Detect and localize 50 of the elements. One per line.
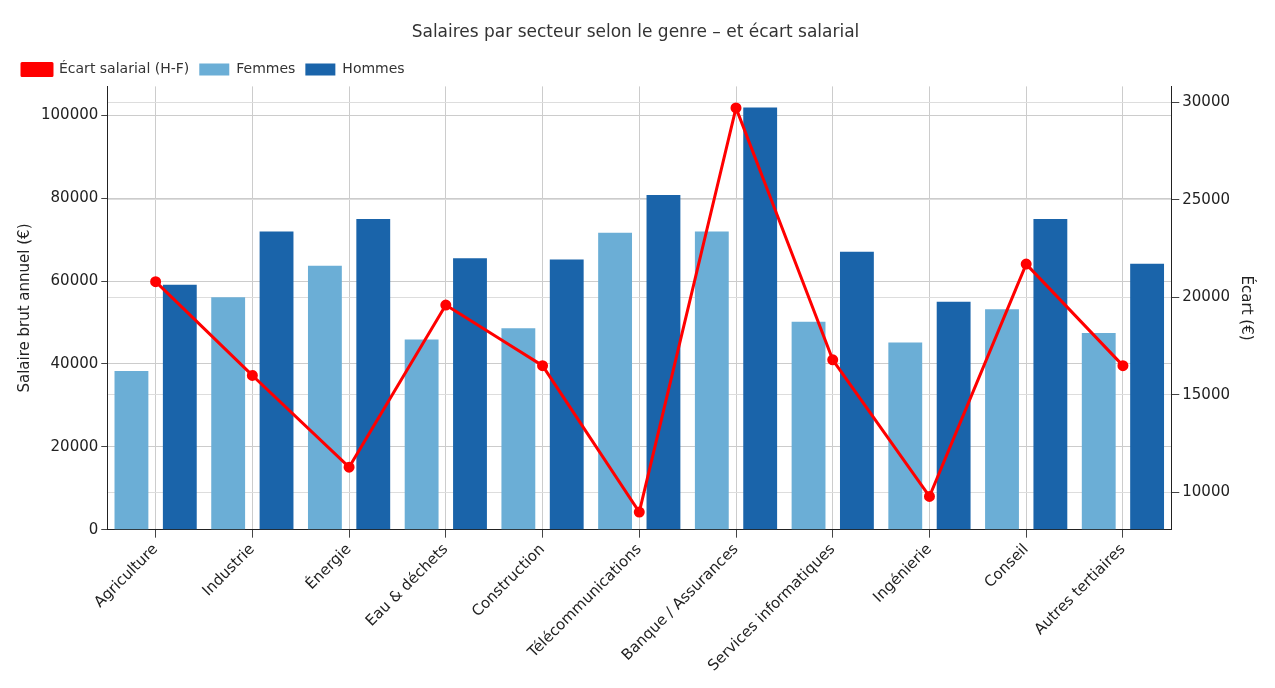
point bbox=[246, 369, 258, 381]
y-tick-label: 20000 bbox=[50, 436, 99, 455]
point bbox=[730, 102, 742, 114]
bar bbox=[646, 194, 681, 530]
bar bbox=[453, 258, 487, 530]
bar bbox=[888, 342, 923, 530]
point bbox=[827, 354, 839, 366]
bar bbox=[162, 284, 197, 530]
point bbox=[440, 299, 452, 311]
bar bbox=[598, 232, 633, 530]
y-axis-title: Salaire brut annuel (€) bbox=[14, 223, 33, 393]
y2-tick-label: 20000 bbox=[1182, 287, 1230, 306]
legend-label: Écart salarial (H-F) bbox=[59, 60, 190, 77]
bar bbox=[307, 265, 342, 530]
bar bbox=[211, 297, 246, 530]
bar bbox=[791, 321, 826, 530]
bar bbox=[259, 231, 294, 530]
y-tick-label: 40000 bbox=[50, 353, 99, 372]
y2-axis-title: Écart (€) bbox=[1238, 275, 1258, 341]
bar bbox=[839, 251, 874, 530]
y-tick-label: 80000 bbox=[50, 188, 99, 207]
point bbox=[150, 276, 162, 288]
bar bbox=[743, 107, 778, 530]
bar bbox=[936, 301, 971, 530]
bar bbox=[404, 339, 439, 530]
y2-tick-label: 15000 bbox=[1182, 384, 1230, 403]
point bbox=[633, 506, 645, 518]
y-tick-label: 0 bbox=[88, 519, 99, 538]
bar bbox=[694, 231, 729, 530]
point bbox=[1117, 360, 1129, 372]
bar bbox=[985, 309, 1019, 530]
point bbox=[537, 360, 549, 372]
y2-tick-label: 10000 bbox=[1182, 482, 1230, 501]
bar bbox=[356, 218, 391, 530]
bar bbox=[501, 328, 536, 530]
point bbox=[1020, 258, 1032, 270]
chart-title: Salaires par secteur selon le genre – et écart salarial bbox=[411, 20, 860, 41]
y2-tick-label: 30000 bbox=[1182, 91, 1230, 110]
legend-label: Hommes bbox=[342, 60, 405, 77]
point bbox=[343, 461, 355, 473]
bar bbox=[1081, 332, 1116, 530]
y-tick-label: 60000 bbox=[50, 271, 99, 289]
y-tick-label: 100000 bbox=[41, 105, 99, 124]
y2-tick-label: 25000 bbox=[1182, 189, 1230, 208]
bar bbox=[1033, 218, 1068, 530]
point bbox=[923, 490, 935, 502]
bar bbox=[114, 371, 149, 530]
bar bbox=[549, 259, 584, 530]
legend-label: Femmes bbox=[236, 60, 296, 77]
bar bbox=[1130, 263, 1165, 530]
